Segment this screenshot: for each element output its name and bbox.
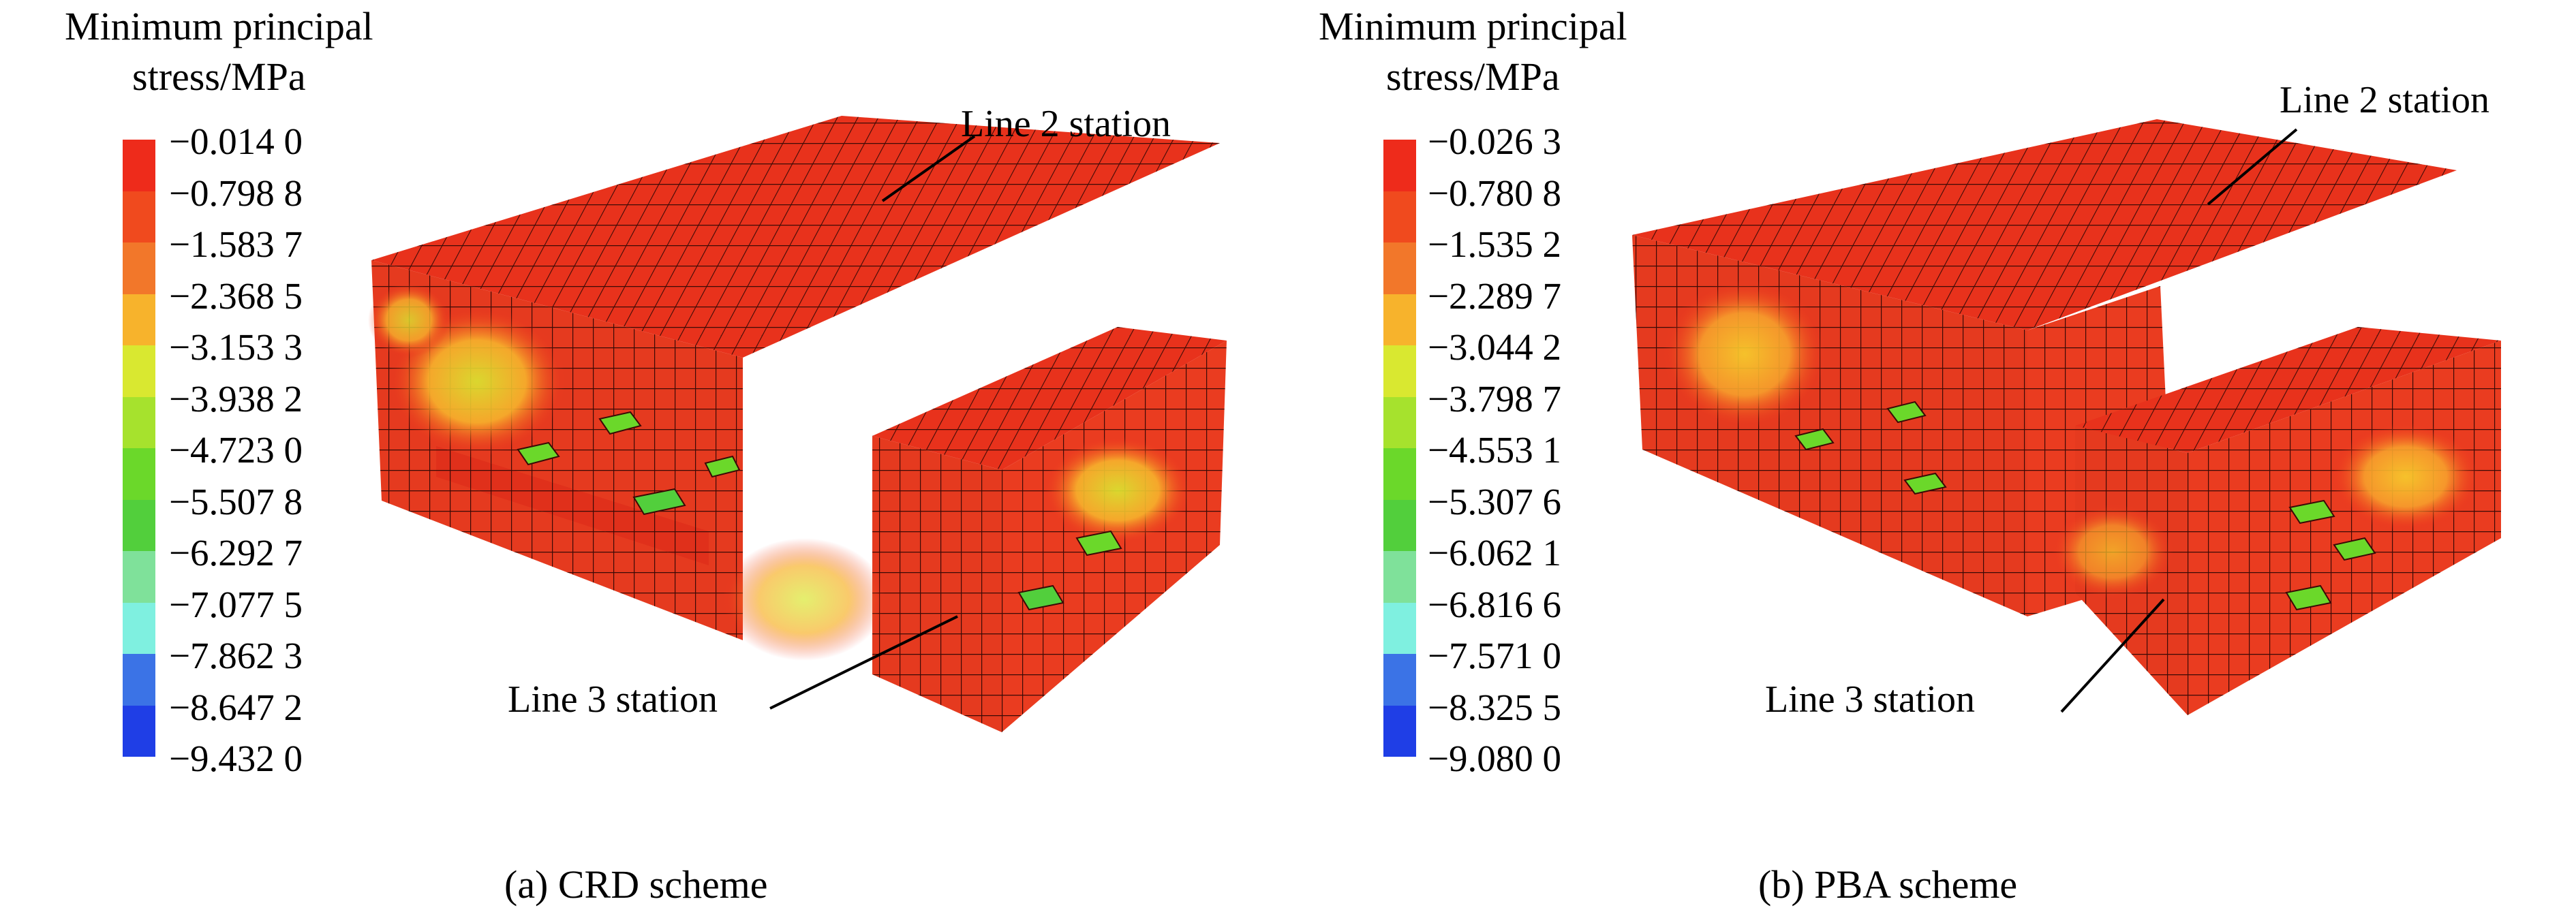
colorbar-tick-label: −0.026 3 [1428, 121, 1562, 162]
label-line3-station: Line 3 station [508, 678, 718, 721]
colorbar-tick-label: −6.816 6 [1428, 583, 1562, 625]
legend-title-line1: Minimum principal [65, 4, 373, 48]
colorbar-segment [1383, 654, 1416, 706]
colorbar-segment [123, 654, 155, 706]
panel-crd: Minimum principal stress/MPa −0.014 0 −0.… [65, 1, 1227, 907]
colorbar-tick-label: −5.307 6 [1428, 480, 1562, 522]
colorbar-tick-label: −9.080 0 [1428, 738, 1562, 779]
stress-patches [1794, 401, 2376, 611]
line2-station-box [368, 116, 1220, 640]
colorbar-tick-label: −9.432 0 [169, 738, 303, 779]
pba-model [1632, 119, 2501, 715]
colorbar-tick-label: −2.289 7 [1428, 274, 1562, 317]
colorbar-tick-label: −8.325 5 [1428, 686, 1562, 728]
colorbar-tick-label: −5.507 8 [169, 480, 303, 522]
colorbar-segment [1383, 705, 1416, 757]
colorbar-tick-label: −7.077 5 [169, 583, 303, 625]
colorbar-segment [1383, 499, 1416, 551]
colorbar-tick-label: −0.798 8 [169, 172, 303, 214]
caption: (b) PBA scheme [1758, 862, 2018, 907]
leader-line3 [2060, 598, 2165, 713]
panel-pba: Minimum principal stress/MPa −0.026 3 −0.… [1288, 0, 2576, 910]
colorbar-segment [123, 396, 155, 448]
colorbar-tick-label: −0.780 8 [1428, 172, 1562, 214]
colorbar-tick-label: −7.571 0 [1428, 635, 1562, 676]
label-line2-station: Line 2 station [2280, 79, 2489, 121]
leader-line2 [881, 135, 976, 202]
legend-title-line1: Minimum principal [1319, 4, 1627, 48]
colorbar-tick-label: −7.862 3 [169, 635, 303, 676]
colorbar-segment [1383, 345, 1416, 397]
colorbar-tick-label: −4.553 1 [1428, 429, 1562, 471]
colorbar-tick-label: −3.153 3 [169, 326, 303, 368]
colorbar-segment [1383, 602, 1416, 654]
colorbar-tick-label: −0.014 0 [169, 121, 303, 162]
line3-station-box [2051, 327, 2501, 715]
colorbar-tick-label: −6.292 7 [169, 532, 303, 574]
colorbar-tick-label: −1.535 2 [1428, 223, 1562, 265]
caption: (a) CRD scheme [504, 862, 768, 907]
colorbar-segment [123, 294, 155, 345]
colorbar-tick-label: −1.583 7 [169, 223, 303, 265]
colorbar-segment [123, 345, 155, 397]
legend-title: Minimum principal stress/MPa [65, 1, 373, 102]
colorbar-segment [1383, 448, 1416, 500]
line2-station-box [1632, 119, 2457, 616]
colorbar-tick-label: −8.647 2 [169, 686, 303, 728]
legend-title-line2: stress/MPa [1386, 54, 1560, 99]
legend-title: Minimum principal stress/MPa [1319, 1, 1627, 102]
colorbar-tick-label: −3.044 2 [1428, 326, 1562, 368]
line3-station-box [722, 327, 1227, 732]
colorbar-segment [1383, 396, 1416, 448]
colorbar-segment [123, 191, 155, 242]
colorbar-segment [1383, 191, 1416, 242]
colorbar-tick-label: −4.723 0 [169, 429, 303, 471]
colorbar-tick-label: −2.368 5 [169, 274, 303, 317]
colorbar-segment [123, 551, 155, 603]
colorbar-segment [123, 705, 155, 757]
leader-line2 [2207, 128, 2298, 206]
label-line3-station: Line 3 station [1765, 678, 1975, 721]
colorbar-tick-label: −3.938 2 [169, 377, 303, 420]
colorbar-segment [1383, 551, 1416, 603]
legend-title-line2: stress/MPa [132, 54, 306, 99]
colorbar-segment [123, 140, 155, 191]
colorbar [1383, 140, 1416, 757]
colorbar [123, 140, 155, 757]
crd-model [368, 116, 1227, 732]
label-line2-station: Line 2 station [961, 103, 1171, 145]
leader-line3 [769, 615, 958, 710]
colorbar-tick-label: −3.798 7 [1428, 377, 1562, 420]
colorbar-segment [123, 242, 155, 294]
colorbar-tick-label: −6.062 1 [1428, 532, 1562, 574]
colorbar-segment [1383, 294, 1416, 345]
colorbar-segment [123, 499, 155, 551]
colorbar-segment [123, 602, 155, 654]
colorbar-segment [1383, 242, 1416, 294]
stress-patches [517, 411, 1122, 611]
colorbar-segment [1383, 140, 1416, 191]
colorbar-segment [123, 448, 155, 500]
